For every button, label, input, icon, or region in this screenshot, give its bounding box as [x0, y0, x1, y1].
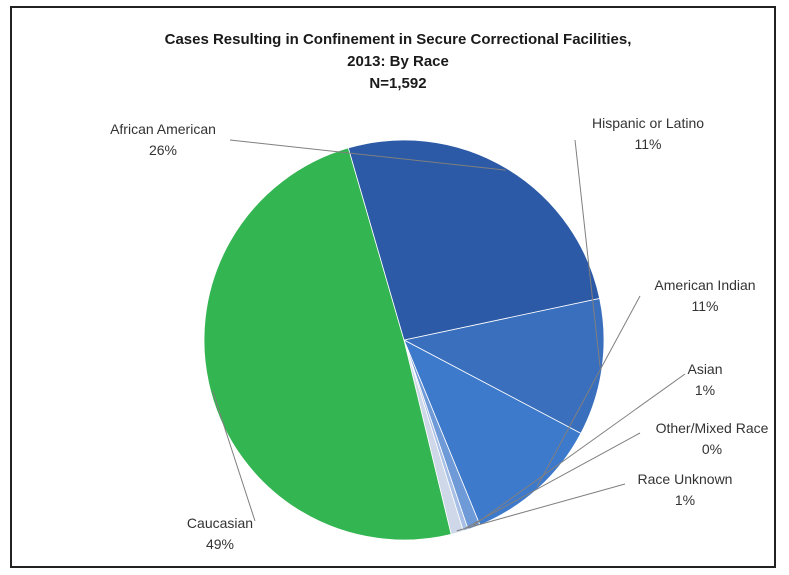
slice-percent-hispanic-or-latino: 11%: [635, 136, 662, 152]
chart-title-line-1: Cases Resulting in Confinement in Secure…: [165, 31, 632, 48]
slice-label-caucasian: Caucasian: [187, 515, 253, 531]
slice-label-other-mixed-race: Other/Mixed Race: [656, 420, 769, 436]
chart-title-line-3: N=1,592: [369, 75, 426, 92]
slice-percent-asian: 1%: [695, 382, 715, 398]
slice-label-american-indian: American Indian: [654, 277, 755, 293]
slice-label-hispanic-or-latino: Hispanic or Latino: [592, 115, 704, 131]
slice-percent-race-unknown: 1%: [675, 492, 695, 508]
slice-percent-african-american: 26%: [149, 142, 177, 158]
slice-percent-american-indian: 11%: [692, 298, 719, 314]
slice-percent-caucasian: 49%: [206, 536, 234, 552]
slice-label-asian: Asian: [687, 361, 722, 377]
slice-label-african-american: African American: [110, 121, 216, 137]
slice-percent-other-mixed-race: 0%: [702, 441, 722, 457]
chart-title-line-2: 2013: By Race: [347, 53, 449, 70]
slice-label-race-unknown: Race Unknown: [638, 471, 733, 487]
